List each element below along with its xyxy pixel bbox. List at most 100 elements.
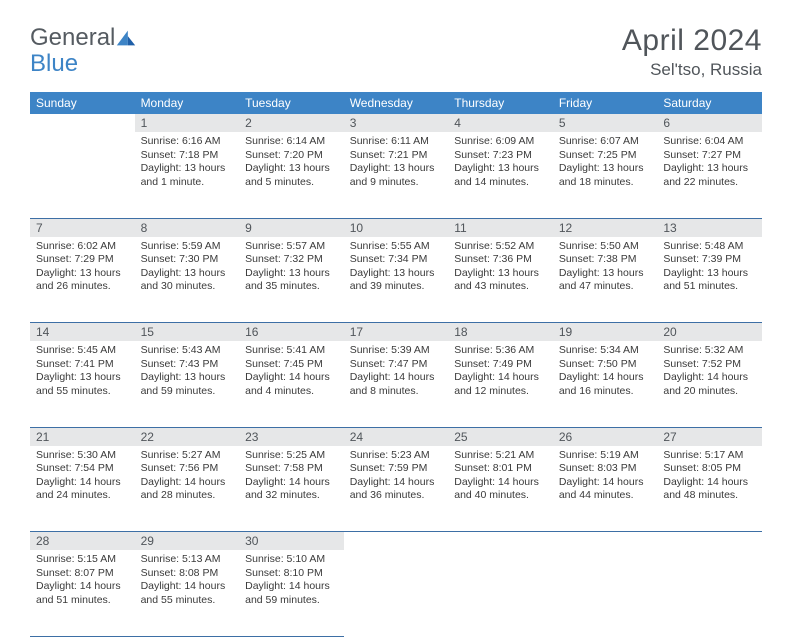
day-number-row: 123456 (30, 114, 762, 132)
day-detail: Sunrise: 6:02 AMSunset: 7:29 PMDaylight:… (30, 237, 135, 301)
day-number-cell: 23 (239, 427, 344, 446)
day-number-cell: 2 (239, 114, 344, 132)
logo-text-2: Blue (30, 50, 78, 78)
day-detail: Sunrise: 6:07 AMSunset: 7:25 PMDaylight:… (553, 132, 658, 196)
day-detail-cell: Sunrise: 5:48 AMSunset: 7:39 PMDaylight:… (657, 237, 762, 323)
day-detail-cell: Sunrise: 5:39 AMSunset: 7:47 PMDaylight:… (344, 341, 449, 427)
day-detail-cell: Sunrise: 5:15 AMSunset: 8:07 PMDaylight:… (30, 550, 135, 636)
calendar-body: 123456Sunrise: 6:16 AMSunset: 7:18 PMDay… (30, 114, 762, 636)
day-number-cell: 3 (344, 114, 449, 132)
day-number-cell (657, 532, 762, 551)
day-detail-cell: Sunrise: 6:04 AMSunset: 7:27 PMDaylight:… (657, 132, 762, 218)
location: Sel'tso, Russia (622, 60, 762, 80)
day-number-cell: 6 (657, 114, 762, 132)
calendar-table: Sunday Monday Tuesday Wednesday Thursday… (30, 92, 762, 637)
day-number-cell: 11 (448, 218, 553, 237)
day-detail-cell: Sunrise: 5:13 AMSunset: 8:08 PMDaylight:… (135, 550, 240, 636)
day-detail: Sunrise: 5:34 AMSunset: 7:50 PMDaylight:… (553, 341, 658, 405)
day-number-row: 14151617181920 (30, 323, 762, 342)
day-detail: Sunrise: 5:43 AMSunset: 7:43 PMDaylight:… (135, 341, 240, 405)
day-detail: Sunrise: 5:39 AMSunset: 7:47 PMDaylight:… (344, 341, 449, 405)
day-detail-row: Sunrise: 5:45 AMSunset: 7:41 PMDaylight:… (30, 341, 762, 427)
day-detail-cell: Sunrise: 5:50 AMSunset: 7:38 PMDaylight:… (553, 237, 658, 323)
weekday-header: Monday (135, 92, 240, 114)
day-number-row: 21222324252627 (30, 427, 762, 446)
day-detail-cell (448, 550, 553, 636)
title-block: April 2024 Sel'tso, Russia (622, 24, 762, 80)
day-number-cell: 24 (344, 427, 449, 446)
day-number-cell (30, 114, 135, 132)
day-detail: Sunrise: 5:57 AMSunset: 7:32 PMDaylight:… (239, 237, 344, 301)
day-detail-row: Sunrise: 5:15 AMSunset: 8:07 PMDaylight:… (30, 550, 762, 636)
day-detail-cell: Sunrise: 5:52 AMSunset: 7:36 PMDaylight:… (448, 237, 553, 323)
day-detail: Sunrise: 5:41 AMSunset: 7:45 PMDaylight:… (239, 341, 344, 405)
day-detail-cell: Sunrise: 5:19 AMSunset: 8:03 PMDaylight:… (553, 446, 658, 532)
day-detail: Sunrise: 5:13 AMSunset: 8:08 PMDaylight:… (135, 550, 240, 614)
day-number-cell (553, 532, 658, 551)
day-number-cell (344, 532, 449, 551)
day-detail-cell: Sunrise: 5:30 AMSunset: 7:54 PMDaylight:… (30, 446, 135, 532)
weekday-header: Wednesday (344, 92, 449, 114)
day-detail-cell: Sunrise: 5:10 AMSunset: 8:10 PMDaylight:… (239, 550, 344, 636)
page: General April 2024 Sel'tso, Russia Blue … (0, 0, 792, 637)
day-detail-cell (30, 132, 135, 218)
day-detail: Sunrise: 6:16 AMSunset: 7:18 PMDaylight:… (135, 132, 240, 196)
day-number-cell: 12 (553, 218, 658, 237)
day-number-cell: 28 (30, 532, 135, 551)
weekday-header: Friday (553, 92, 658, 114)
day-detail-row: Sunrise: 5:30 AMSunset: 7:54 PMDaylight:… (30, 446, 762, 532)
day-detail-cell: Sunrise: 5:59 AMSunset: 7:30 PMDaylight:… (135, 237, 240, 323)
day-number-cell: 15 (135, 323, 240, 342)
day-detail: Sunrise: 5:25 AMSunset: 7:58 PMDaylight:… (239, 446, 344, 510)
day-detail-row: Sunrise: 6:02 AMSunset: 7:29 PMDaylight:… (30, 237, 762, 323)
day-detail-cell (657, 550, 762, 636)
day-detail-cell: Sunrise: 6:07 AMSunset: 7:25 PMDaylight:… (553, 132, 658, 218)
day-number-cell: 17 (344, 323, 449, 342)
day-detail-cell: Sunrise: 5:41 AMSunset: 7:45 PMDaylight:… (239, 341, 344, 427)
day-number-cell: 9 (239, 218, 344, 237)
day-number-row: 78910111213 (30, 218, 762, 237)
day-detail: Sunrise: 5:50 AMSunset: 7:38 PMDaylight:… (553, 237, 658, 301)
logo-text-1: General (30, 24, 115, 52)
day-number-cell: 22 (135, 427, 240, 446)
weekday-header: Sunday (30, 92, 135, 114)
day-number-cell: 30 (239, 532, 344, 551)
day-number-cell: 18 (448, 323, 553, 342)
day-detail: Sunrise: 5:19 AMSunset: 8:03 PMDaylight:… (553, 446, 658, 510)
day-detail: Sunrise: 5:59 AMSunset: 7:30 PMDaylight:… (135, 237, 240, 301)
day-number-cell: 25 (448, 427, 553, 446)
day-detail: Sunrise: 6:11 AMSunset: 7:21 PMDaylight:… (344, 132, 449, 196)
day-detail-cell: Sunrise: 5:45 AMSunset: 7:41 PMDaylight:… (30, 341, 135, 427)
day-detail: Sunrise: 5:36 AMSunset: 7:49 PMDaylight:… (448, 341, 553, 405)
day-number-cell: 21 (30, 427, 135, 446)
day-detail-cell: Sunrise: 6:02 AMSunset: 7:29 PMDaylight:… (30, 237, 135, 323)
day-detail-cell: Sunrise: 5:21 AMSunset: 8:01 PMDaylight:… (448, 446, 553, 532)
day-number-cell: 27 (657, 427, 762, 446)
day-number-cell: 14 (30, 323, 135, 342)
day-number-cell: 4 (448, 114, 553, 132)
day-detail-cell: Sunrise: 5:34 AMSunset: 7:50 PMDaylight:… (553, 341, 658, 427)
weekday-header: Tuesday (239, 92, 344, 114)
weekday-header-row: Sunday Monday Tuesday Wednesday Thursday… (30, 92, 762, 114)
month-title: April 2024 (622, 24, 762, 58)
day-number-cell: 13 (657, 218, 762, 237)
day-detail-cell: Sunrise: 5:36 AMSunset: 7:49 PMDaylight:… (448, 341, 553, 427)
day-detail: Sunrise: 5:21 AMSunset: 8:01 PMDaylight:… (448, 446, 553, 510)
day-detail: Sunrise: 5:48 AMSunset: 7:39 PMDaylight:… (657, 237, 762, 301)
day-detail: Sunrise: 5:27 AMSunset: 7:56 PMDaylight:… (135, 446, 240, 510)
day-detail: Sunrise: 5:23 AMSunset: 7:59 PMDaylight:… (344, 446, 449, 510)
weekday-header: Thursday (448, 92, 553, 114)
day-detail-row: Sunrise: 6:16 AMSunset: 7:18 PMDaylight:… (30, 132, 762, 218)
day-number-cell: 10 (344, 218, 449, 237)
day-detail: Sunrise: 6:09 AMSunset: 7:23 PMDaylight:… (448, 132, 553, 196)
day-number-cell: 26 (553, 427, 658, 446)
day-detail: Sunrise: 6:04 AMSunset: 7:27 PMDaylight:… (657, 132, 762, 196)
day-detail: Sunrise: 5:17 AMSunset: 8:05 PMDaylight:… (657, 446, 762, 510)
day-detail: Sunrise: 5:10 AMSunset: 8:10 PMDaylight:… (239, 550, 344, 614)
day-detail-cell: Sunrise: 5:27 AMSunset: 7:56 PMDaylight:… (135, 446, 240, 532)
day-number-cell: 1 (135, 114, 240, 132)
day-detail-cell: Sunrise: 5:23 AMSunset: 7:59 PMDaylight:… (344, 446, 449, 532)
day-detail-cell: Sunrise: 6:09 AMSunset: 7:23 PMDaylight:… (448, 132, 553, 218)
day-detail: Sunrise: 6:14 AMSunset: 7:20 PMDaylight:… (239, 132, 344, 196)
day-number-cell: 29 (135, 532, 240, 551)
